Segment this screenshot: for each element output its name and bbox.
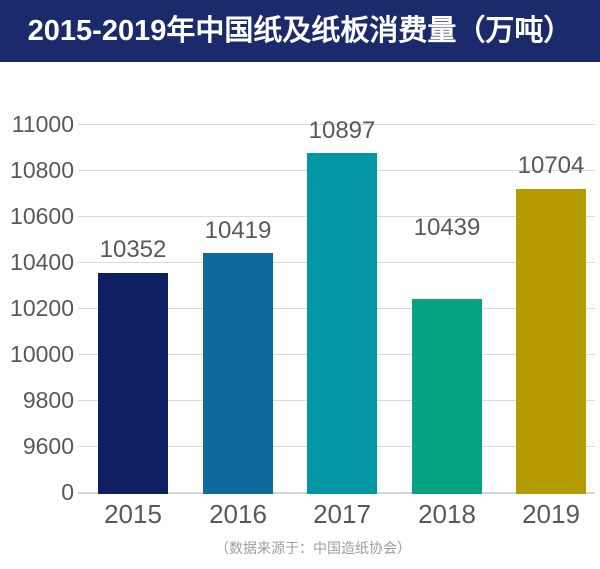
chart-title: 2015-2019年中国纸及纸板消费量（万吨）	[0, 0, 600, 62]
y-tick-label-10400: 10400	[10, 249, 74, 275]
y-tick-label-0: 0	[61, 479, 74, 505]
x-category-label-2019: 2019	[522, 499, 580, 529]
y-tick-label-10600: 10600	[10, 203, 74, 229]
y-tick-label-10000: 10000	[10, 341, 74, 367]
x-category-label-2016: 2016	[209, 499, 267, 529]
y-tick-label-11000: 11000	[11, 111, 74, 137]
y-tick-label-10800: 10800	[10, 157, 74, 183]
value-label-2019: 10704	[517, 152, 585, 179]
value-label-2016: 10419	[204, 217, 272, 244]
bar-2018	[412, 299, 482, 494]
bar-2019	[516, 189, 586, 494]
value-label-2018: 10439	[413, 214, 481, 241]
x-category-label-2015: 2015	[104, 499, 162, 529]
value-label-2017: 10897	[308, 117, 376, 144]
data-source-note: （数据来源于：中国造纸协会）	[215, 540, 411, 556]
y-tick-label-10200: 10200	[10, 295, 74, 321]
x-category-label-2018: 2018	[418, 499, 476, 529]
bar-2015	[98, 273, 168, 494]
y-tick-label-9600: 9600	[22, 433, 74, 459]
gridline-11000	[78, 124, 595, 125]
value-label-2015: 10352	[99, 236, 167, 263]
bar-2017	[307, 153, 377, 494]
y-tick-label-9800: 9800	[22, 387, 74, 413]
x-category-label-2017: 2017	[313, 499, 371, 529]
bar-2016	[203, 253, 273, 494]
